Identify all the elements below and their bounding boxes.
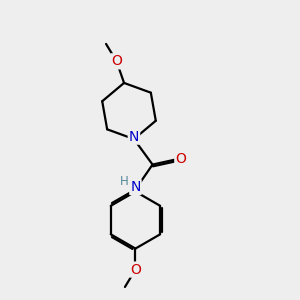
Text: N: N [130,180,141,194]
Text: O: O [111,54,122,68]
Text: O: O [130,262,141,277]
Text: H: H [120,176,129,188]
Text: N: N [129,130,139,144]
Text: O: O [175,152,186,166]
